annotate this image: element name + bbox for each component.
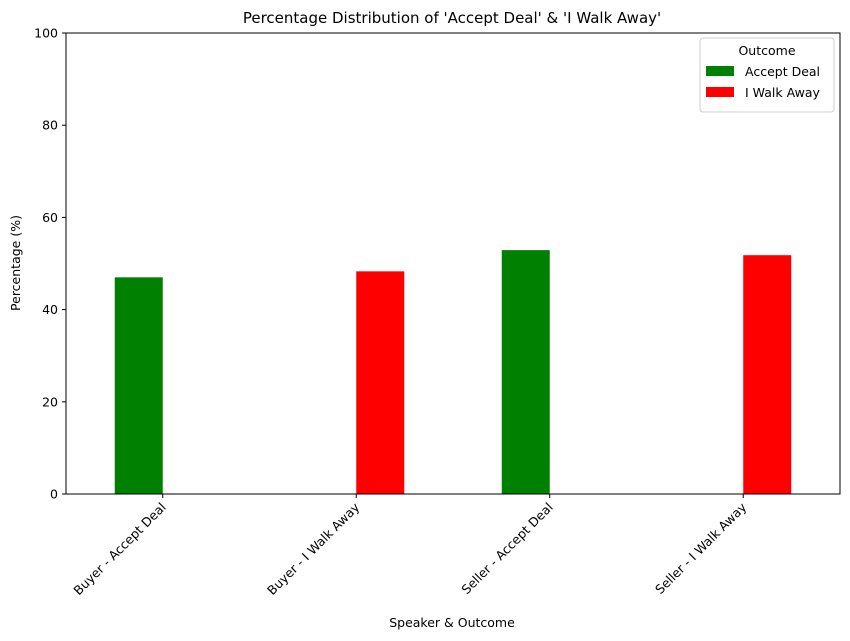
- bar-buyer-accept-deal-accept-deal: [114, 277, 163, 494]
- bar-buyer-i-walk-away-i-walk-away: [356, 271, 405, 494]
- legend-swatch-accept-deal: [706, 66, 734, 76]
- legend-label-accept-deal: Accept Deal: [745, 64, 820, 79]
- y-axis-label: Percentage (%): [8, 215, 23, 311]
- y-tick-label: 0: [50, 487, 58, 502]
- bar-seller-i-walk-away-i-walk-away: [743, 255, 792, 494]
- y-tick-label: 60: [42, 210, 58, 225]
- y-tick-label: 40: [42, 302, 58, 317]
- y-tick-label: 80: [42, 118, 58, 133]
- plot-frame: [65, 32, 841, 495]
- x-tick-label: Buyer - Accept Deal: [70, 500, 168, 598]
- legend: Outcome Accept Deal I Walk Away: [699, 37, 835, 113]
- chart-title: Percentage Distribution of 'Accept Deal'…: [243, 9, 661, 27]
- y-tick-label: 20: [42, 394, 58, 409]
- legend-title: Outcome: [738, 43, 795, 58]
- y-axis: 0 20 40 60 80 100: [34, 26, 66, 502]
- bar-seller-accept-deal-accept-deal: [501, 250, 550, 494]
- x-axis: Buyer - Accept Deal Buyer - I Walk Away Se…: [70, 494, 750, 598]
- x-tick-label: Seller - I Walk Away: [652, 499, 750, 597]
- x-tick-label: Seller - Accept Deal: [458, 500, 556, 598]
- x-tick-label: Buyer - I Walk Away: [264, 499, 363, 598]
- x-axis-label: Speaker & Outcome: [389, 615, 515, 630]
- bars-group: [114, 250, 792, 494]
- legend-swatch-i-walk-away: [706, 87, 734, 97]
- y-tick-label: 100: [34, 26, 58, 41]
- legend-label-i-walk-away: I Walk Away: [745, 85, 820, 100]
